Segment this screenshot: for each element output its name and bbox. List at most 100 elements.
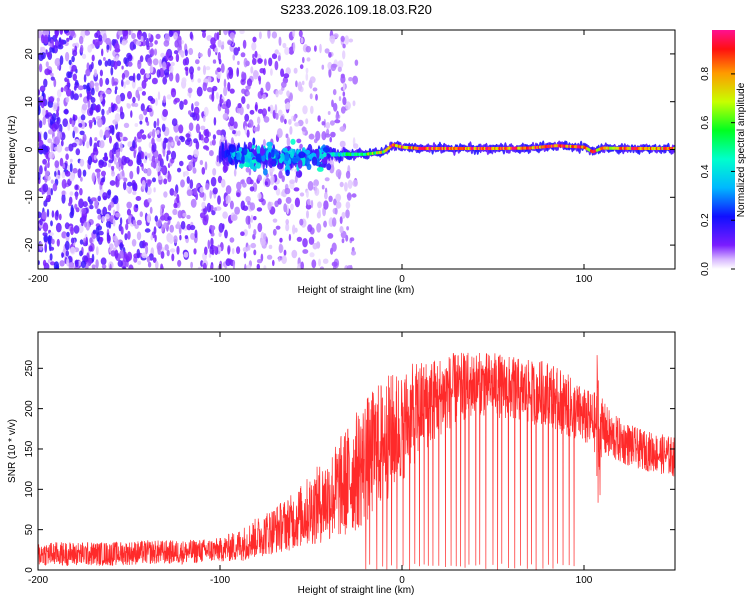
spectrogram-noise-cell: [40, 98, 45, 109]
spectrogram-noise-cell: [205, 66, 211, 71]
spectrogram-noise-cell: [44, 163, 49, 169]
spectrogram-noise-cell: [156, 136, 162, 142]
spectrogram-noise-cell: [160, 52, 165, 58]
spectrogram-noise-cell: [70, 226, 74, 236]
spectrogram-noise-cell: [45, 61, 49, 68]
spectrogram-noise-cell: [248, 168, 252, 176]
spectrogram-noise-cell: [104, 129, 111, 138]
spectrogram-noise-cell: [160, 215, 166, 221]
spectrogram-noise-cell: [335, 193, 342, 202]
spectrogram-noise-cell: [245, 196, 251, 203]
spectrogram-noise-cell: [204, 161, 208, 171]
spectrogram-noise-cell: [127, 181, 133, 187]
spectrogram-noise-cell: [50, 220, 53, 227]
spectrogram-noise-cell: [197, 266, 202, 269]
spectrogram-noise-cell: [256, 207, 263, 212]
spectrogram-noise-cell: [136, 231, 142, 241]
spectrogram-noise-cell: [73, 225, 80, 234]
spectrogram-noise-cell: [108, 159, 114, 164]
spectrogram-noise-cell: [55, 264, 59, 269]
spectrogram-noise-cell: [275, 188, 281, 196]
spectrogram-noise-cell: [64, 240, 70, 251]
spectrogram-turbulence-cell: [326, 163, 332, 171]
spectrogram-noise-cell: [51, 210, 55, 218]
spectrogram-noise-cell: [146, 214, 151, 223]
spectrogram-noise-cell: [150, 161, 155, 168]
colorbar-label: Normalized spectral amplitude: [736, 82, 747, 217]
spectrogram-noise-cell: [161, 123, 166, 132]
spectrogram-noise-cell: [79, 35, 84, 45]
spectrogram-turbulence-cell: [236, 152, 241, 161]
spectrogram-noise-cell: [340, 106, 346, 114]
spectrogram-noise-cell: [175, 73, 180, 83]
spectrogram-noise-cell: [61, 171, 66, 179]
spectrogram-noise-cell: [272, 259, 275, 267]
spectrogram-noise-cell: [127, 91, 132, 100]
spectrogram-noise-cell: [345, 170, 351, 179]
spectrogram-noise-cell: [180, 220, 186, 230]
spectrogram-noise-cell: [126, 208, 132, 216]
spectrogram-noise-cell: [210, 264, 214, 269]
spectrogram-noise-cell: [72, 130, 75, 139]
spectrogram-noise-cell: [212, 168, 217, 176]
spectrogram-noise-cell: [316, 223, 322, 233]
spectrogram-noise-cell: [46, 52, 51, 58]
spectrogram-noise-cell: [91, 253, 95, 263]
spectrogram-noise-cell: [114, 249, 119, 259]
spectrogram-noise-cell: [166, 94, 172, 100]
spectrogram-noise-cell: [136, 131, 143, 140]
spectrogram-noise-cell: [187, 87, 193, 94]
spectrogram-noise-cell: [163, 222, 168, 229]
spectrogram-noise-cell: [273, 185, 278, 191]
spectrogram-noise-cell: [129, 41, 135, 51]
spectrogram-turbulence-cell: [241, 147, 248, 156]
spectrogram-noise-cell: [55, 209, 59, 217]
spectrogram-noise-cell: [283, 203, 288, 213]
spectrogram-noise-cell: [278, 243, 283, 254]
spectrogram-noise-cell: [149, 64, 154, 74]
colorbar-tick-label: 0.0: [700, 262, 711, 276]
spectrogram-noise-cell: [56, 111, 59, 118]
spectrogram-noise-cell: [261, 108, 267, 117]
spectrogram-noise-cell: [121, 169, 125, 177]
spectrogram-noise-cell: [153, 187, 156, 193]
spectrogram-noise-cell: [223, 30, 228, 36]
spectrogram-noise-cell: [69, 211, 74, 219]
spectrogram-noise-cell: [348, 38, 354, 43]
spectrogram-noise-cell: [246, 91, 251, 96]
spectrogram-noise-cell: [99, 77, 103, 88]
spectrogram-noise-cell: [114, 42, 120, 51]
spectrogram-noise-cell: [332, 89, 337, 96]
spectrogram-noise-cell: [162, 109, 169, 117]
spectrogram-noise-cell: [309, 93, 313, 100]
spectrogram-noise-cell: [222, 223, 225, 230]
spectrogram-noise-cell: [121, 155, 127, 166]
spectrogram-noise-cell: [330, 63, 337, 72]
spectrogram-noise-cell: [282, 42, 287, 49]
spectrogram-noise-cell: [43, 34, 49, 45]
spectrogram-noise-cell: [177, 167, 182, 173]
spectrogram-noise-cell: [126, 201, 132, 209]
spectrogram-noise-cell: [226, 98, 231, 109]
spectrogram-noise-cell: [275, 225, 281, 230]
spectrogram-noise-cell: [218, 246, 222, 252]
spectrogram-noise-cell: [135, 40, 142, 46]
spectrogram-noise-cell: [105, 213, 110, 220]
spectrogram-noise-cell: [236, 246, 241, 255]
spectrogram-noise-layer: [38, 30, 359, 269]
spectrogram-noise-cell: [335, 113, 339, 120]
spectrogram-noise-cell: [63, 85, 68, 92]
spectrogram-noise-cell: [105, 77, 110, 86]
spectrogram-noise-cell: [252, 36, 257, 43]
spectrogram-noise-cell: [54, 160, 60, 169]
spectrogram-noise-cell: [88, 245, 93, 252]
spectrogram-noise-cell: [179, 160, 184, 167]
spectrogram-noise-cell: [216, 155, 219, 163]
spectrogram-noise-cell: [146, 167, 152, 177]
spectrogram-noise-cell: [202, 262, 207, 269]
spectrogram-noise-cell: [157, 153, 162, 162]
spectrogram-noise-cell: [181, 77, 187, 84]
spectrogram-turbulence-cell: [316, 149, 320, 159]
spectrogram-noise-cell: [334, 207, 338, 215]
spectrogram-noise-cell: [310, 105, 314, 115]
